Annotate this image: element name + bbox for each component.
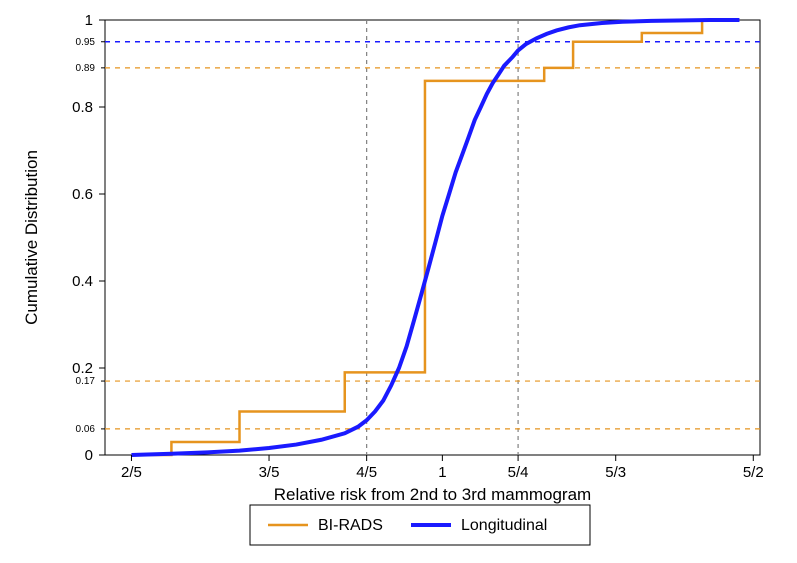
y-extra-tick-label: 0.17	[76, 376, 96, 387]
chart-container: 2/5 3/5 4/5 1 5/4 5/3 5/2 0 0.2 0.4 0.6 0.8 1 0.06 0.1…	[0, 0, 797, 563]
legend-label: Longitudinal	[461, 517, 547, 534]
y-tick-label: 0.8	[72, 99, 93, 116]
cumulative-distribution-chart: 2/5 3/5 4/5 1 5/4 5/3 5/2 0 0.2 0.4 0.6 0.8 1 0.06 0.1…	[0, 0, 797, 563]
legend-label: BI-RADS	[318, 517, 383, 534]
x-tick-label: 1	[438, 464, 446, 481]
x-tick-label: 4/5	[356, 464, 377, 481]
y-axis-label: Cumulative Distribution	[22, 150, 41, 325]
y-tick-label: 1	[85, 12, 93, 29]
y-tick-label: 0.2	[72, 360, 93, 377]
x-tick-label: 5/4	[508, 464, 529, 481]
y-tick-label: 0	[85, 447, 93, 464]
x-tick-label: 2/5	[121, 464, 142, 481]
y-tick-label: 0.6	[72, 186, 93, 203]
y-extra-tick-label: 0.89	[76, 63, 96, 74]
y-tick-label: 0.4	[72, 273, 93, 290]
x-axis-label: Relative risk from 2nd to 3rd mammogram	[274, 485, 591, 504]
x-tick-label: 5/2	[743, 464, 764, 481]
y-extra-tick-label: 0.06	[76, 424, 96, 435]
y-extra-tick-label: 0.95	[76, 37, 96, 48]
x-tick-label: 3/5	[259, 464, 280, 481]
x-tick-label: 5/3	[605, 464, 626, 481]
